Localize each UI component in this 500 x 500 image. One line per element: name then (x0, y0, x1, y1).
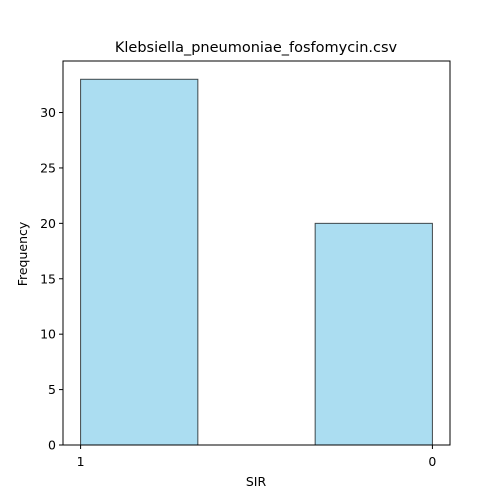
x-tick-label: 1 (77, 454, 85, 469)
y-tick-label: 30 (40, 105, 56, 120)
chart-title: Klebsiella_pneumoniae_fosfomycin.csv (115, 40, 398, 56)
x-tick-label: 0 (428, 454, 436, 469)
y-tick-label: 5 (48, 382, 56, 397)
y-tick-label: 15 (40, 271, 56, 286)
y-axis-label: Frequency (15, 221, 30, 286)
histogram-bar-0 (80, 78, 199, 446)
plot-area-frame (62, 60, 451, 446)
y-tick-label: 25 (40, 160, 56, 175)
x-axis-label: SIR (246, 474, 267, 489)
histogram-bar-2 (314, 222, 433, 446)
y-tick-label: 0 (48, 438, 56, 453)
y-tick-label: 10 (40, 327, 56, 342)
y-tick-label: 20 (40, 216, 56, 231)
